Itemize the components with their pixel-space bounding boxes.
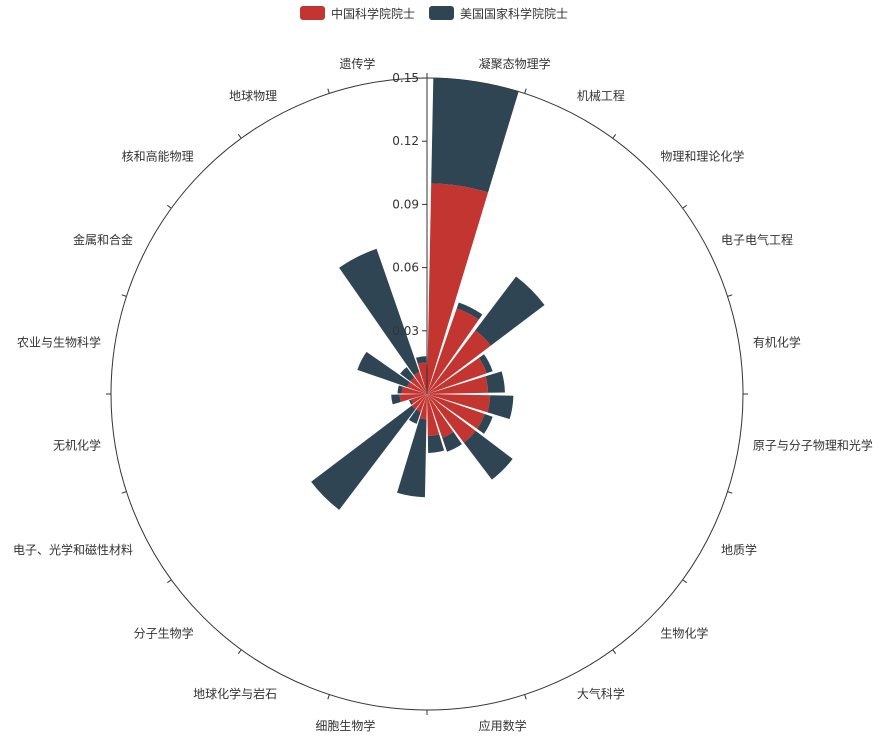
category-label-17: 核和高能物理 bbox=[122, 149, 194, 164]
bar-cas-7[interactable] bbox=[427, 394, 476, 443]
category-label-1: 机械工程 bbox=[577, 88, 625, 103]
category-label-15: 农业与生物科学 bbox=[17, 334, 101, 349]
bar-nas-8[interactable] bbox=[442, 432, 462, 452]
radius-tick-label: 0.15 bbox=[392, 71, 419, 85]
bar-cas-9[interactable] bbox=[427, 394, 440, 437]
bar-cas-3[interactable] bbox=[427, 357, 487, 394]
category-label-10: 细胞生物学 bbox=[315, 718, 375, 733]
angle-tick bbox=[727, 294, 733, 297]
category-label-14: 无机化学 bbox=[53, 438, 101, 453]
category-label-4: 有机化学 bbox=[753, 334, 801, 349]
angle-tick bbox=[612, 649, 617, 654]
category-label-2: 物理和理论化学 bbox=[660, 149, 744, 164]
angle-tick bbox=[524, 88, 527, 94]
bar-cas-11[interactable] bbox=[416, 394, 427, 412]
category-label-0: 凝聚态物理学 bbox=[479, 56, 551, 71]
bar-cas-6[interactable] bbox=[427, 394, 485, 429]
category-label-5: 原子与分子物理和光学 bbox=[753, 438, 873, 453]
bar-nas-18[interactable] bbox=[339, 248, 420, 375]
category-label-13: 电子、光学和磁性材料 bbox=[13, 542, 133, 557]
bar-nas-13[interactable] bbox=[409, 399, 414, 405]
radius-tick-label: 0.09 bbox=[392, 197, 419, 211]
angle-tick bbox=[237, 134, 242, 139]
bar-nas-15[interactable] bbox=[397, 385, 403, 394]
bar-cas-18[interactable] bbox=[413, 372, 427, 394]
angle-tick bbox=[327, 694, 330, 700]
legend-label-nas: 美国国家科学院院士 bbox=[460, 6, 569, 21]
angle-tick bbox=[682, 579, 687, 584]
category-label-6: 地质学 bbox=[721, 542, 757, 557]
category-label-12: 分子生物学 bbox=[134, 625, 194, 640]
angle-tick bbox=[121, 294, 127, 297]
bar-cas-1[interactable] bbox=[427, 308, 479, 394]
category-label-9: 应用数学 bbox=[479, 718, 527, 733]
bar-nas-10[interactable] bbox=[397, 418, 427, 498]
bar-nas-14[interactable] bbox=[391, 394, 401, 405]
angle-tick bbox=[167, 579, 172, 584]
angle-tick bbox=[327, 88, 330, 94]
radius-tick-label: 0.06 bbox=[392, 261, 419, 275]
bar-cas-19[interactable] bbox=[417, 362, 427, 394]
bar-cas-5[interactable] bbox=[427, 394, 491, 413]
category-label-7: 生物化学 bbox=[660, 625, 708, 640]
bar-nas-6[interactable] bbox=[477, 414, 493, 434]
radius-tick-label: 0.12 bbox=[392, 134, 419, 148]
bar-cas-8[interactable] bbox=[427, 394, 454, 438]
bar-cas-13[interactable] bbox=[411, 394, 427, 404]
category-label-16: 金属和合金 bbox=[73, 232, 133, 247]
angle-tick bbox=[524, 694, 527, 700]
bar-cas-4[interactable] bbox=[427, 376, 489, 394]
legend-item-nas[interactable]: 美国国家科学院院士 bbox=[429, 5, 568, 22]
bar-cas-16[interactable] bbox=[407, 381, 427, 394]
angle-tick bbox=[612, 134, 617, 139]
angle-tick bbox=[727, 491, 733, 494]
bar-nas-3[interactable] bbox=[478, 354, 493, 374]
bar-cas-14[interactable] bbox=[399, 394, 427, 402]
legend-swatch-nas bbox=[429, 6, 455, 20]
bar-nas-7[interactable] bbox=[463, 430, 513, 480]
bar-nas-0[interactable] bbox=[431, 78, 519, 193]
bar-nas-9[interactable] bbox=[427, 434, 445, 453]
bar-cas-12[interactable] bbox=[411, 394, 427, 410]
category-label-19: 遗传学 bbox=[339, 56, 375, 71]
bar-nas-5[interactable] bbox=[487, 395, 514, 420]
legend-item-cas[interactable]: 中国科学院院士 bbox=[300, 5, 415, 22]
category-label-8: 大气科学 bbox=[577, 686, 625, 701]
bar-cas-0[interactable] bbox=[427, 183, 489, 394]
bar-nas-1[interactable] bbox=[456, 302, 483, 320]
legend-swatch-cas bbox=[300, 6, 325, 20]
bar-cas-10[interactable] bbox=[419, 394, 427, 420]
bar-cas-17[interactable] bbox=[410, 377, 427, 394]
angle-tick bbox=[121, 491, 127, 494]
angle-tick bbox=[167, 204, 172, 209]
bar-nas-16[interactable] bbox=[357, 351, 410, 388]
bar-nas-11[interactable] bbox=[408, 409, 421, 424]
bar-cas-2[interactable] bbox=[427, 330, 491, 394]
category-label-3: 电子电气工程 bbox=[721, 232, 793, 247]
radius-tick-label: 0.03 bbox=[392, 324, 419, 338]
bar-nas-4[interactable] bbox=[485, 371, 505, 393]
bar-nas-17[interactable] bbox=[400, 367, 415, 382]
bar-cas-15[interactable] bbox=[401, 386, 427, 394]
legend: 中国科学院院士 美国国家科学院院士 bbox=[300, 4, 568, 22]
bar-nas-12[interactable] bbox=[311, 405, 416, 510]
bar-nas-2[interactable] bbox=[475, 276, 545, 346]
category-label-11: 地球化学与岩石 bbox=[193, 686, 277, 701]
angle-tick bbox=[237, 649, 242, 654]
category-label-18: 地球物理 bbox=[229, 89, 277, 103]
legend-label-cas: 中国科学院院士 bbox=[331, 6, 416, 21]
angle-tick bbox=[682, 204, 687, 209]
bar-nas-19[interactable] bbox=[416, 356, 427, 364]
